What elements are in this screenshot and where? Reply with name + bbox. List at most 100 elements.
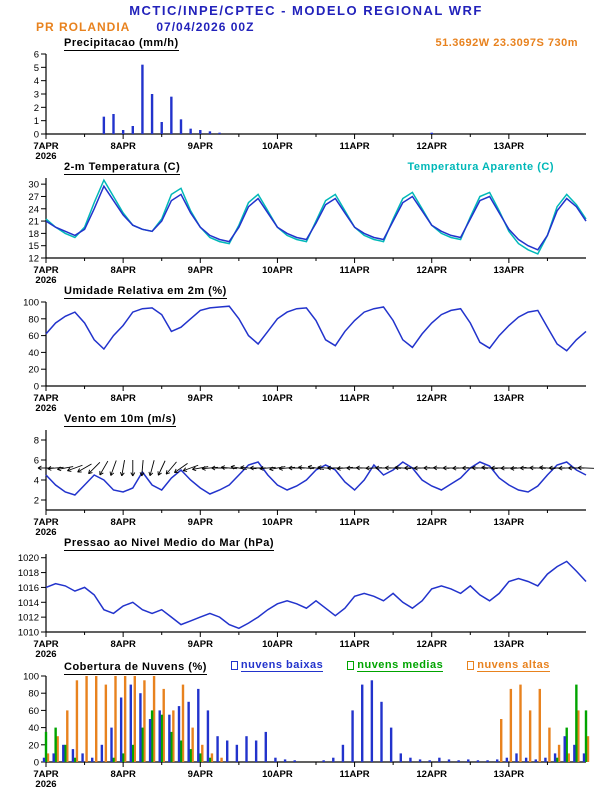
svg-text:5: 5 [34,63,39,74]
panel-title: Precipitacao (mm/h) [64,37,179,51]
svg-text:13APR: 13APR [494,141,525,152]
svg-text:9APR: 9APR [188,393,213,404]
legend-swatch-medias [347,661,355,670]
svg-text:13APR: 13APR [494,517,525,528]
run-datetime: 07/04/2026 00Z [156,20,255,34]
svg-text:4: 4 [34,476,39,487]
svg-text:12APR: 12APR [416,769,447,780]
legend-swatch-altas [467,661,475,670]
legend-swatch-baixas [230,661,238,670]
svg-text:7APR: 7APR [33,769,58,780]
svg-text:13APR: 13APR [494,265,525,276]
svg-text:18: 18 [28,229,39,240]
panel-title: Pressao ao Nivel Medio do Mar (hPa) [64,537,275,551]
svg-text:13APR: 13APR [494,639,525,650]
svg-text:30: 30 [28,180,39,191]
svg-text:8APR: 8APR [110,769,135,780]
svg-text:2026: 2026 [35,151,56,160]
svg-text:7APR: 7APR [33,141,58,152]
svg-text:6: 6 [34,51,39,61]
svg-text:8APR: 8APR [110,265,135,276]
svg-text:12APR: 12APR [416,517,447,528]
svg-text:3: 3 [34,90,39,101]
svg-text:7APR: 7APR [33,639,58,650]
svg-text:8APR: 8APR [110,141,135,152]
panel-precipitation: Precipitacao (mm/h) 51.3692W 23.3097S 73… [0,37,612,160]
legend-nuvens-baixas: nuvens baixas [230,659,324,672]
panel-humidity-titlerow: Umidade Relativa em 2m (%) [0,285,612,299]
svg-text:2026: 2026 [35,649,56,658]
panel-temperature-titlerow: 2-m Temperatura (C) Temperatura Aparente… [0,161,612,175]
svg-text:20: 20 [28,365,39,376]
svg-text:40: 40 [28,723,39,734]
svg-text:80: 80 [28,689,39,700]
svg-text:1016: 1016 [18,583,39,594]
panel-title: Cobertura de Nuvens (%) [64,661,207,675]
svg-text:2026: 2026 [35,779,56,788]
svg-text:21: 21 [28,217,39,228]
legend-label-altas: nuvens altas [477,659,550,672]
svg-text:1: 1 [34,116,39,127]
panel-humidity: Umidade Relativa em 2m (%) 0 20 40 60 80 100 7… [0,285,612,412]
svg-text:20: 20 [28,740,39,751]
panel-temperature: 2-m Temperatura (C) Temperatura Aparente… [0,161,612,284]
svg-text:1018: 1018 [18,568,39,579]
svg-text:2: 2 [34,103,39,114]
svg-text:13APR: 13APR [494,393,525,404]
svg-text:12APR: 12APR [416,639,447,650]
svg-text:8APR: 8APR [110,393,135,404]
svg-text:9APR: 9APR [188,517,213,528]
legend-label-baixas: nuvens baixas [240,659,324,672]
svg-text:7APR: 7APR [33,265,58,276]
svg-text:9APR: 9APR [188,265,213,276]
svg-text:0: 0 [34,130,39,141]
svg-text:2026: 2026 [35,527,56,536]
svg-text:10APR: 10APR [262,265,293,276]
panel-title: Umidade Relativa em 2m (%) [64,285,227,299]
panel-wind-titlerow: Vento em 10m (m/s) [0,413,612,427]
svg-text:15: 15 [28,241,39,252]
svg-text:11APR: 11APR [340,639,370,650]
svg-text:10APR: 10APR [262,393,293,404]
svg-text:12APR: 12APR [416,393,447,404]
svg-text:60: 60 [28,706,39,717]
svg-text:8APR: 8APR [110,517,135,528]
svg-text:0: 0 [34,758,39,769]
svg-text:9APR: 9APR [188,141,213,152]
page-title: MCTIC/INPE/CPTEC - MODELO REGIONAL WRF [129,3,483,18]
svg-text:4: 4 [34,76,39,87]
svg-text:11APR: 11APR [340,393,370,404]
panel-pressure-titlerow: Pressao ao Nivel Medio do Mar (hPa) [0,537,612,551]
svg-text:12: 12 [28,254,39,265]
header-row: PR ROLANDIA 07/04/2026 00Z [0,20,612,36]
legend-label-medias: nuvens medias [357,659,444,672]
svg-text:100: 100 [23,299,39,309]
svg-text:12APR: 12APR [416,265,447,276]
svg-text:24: 24 [28,204,39,215]
svg-text:11APR: 11APR [340,769,370,780]
svg-text:6: 6 [34,456,39,467]
svg-text:11APR: 11APR [340,517,370,528]
station-name: PR ROLANDIA [36,20,131,34]
panel-cloud-cover: Cobertura de Nuvens (%) nuvens baixas nu… [0,659,612,788]
apparent-temperature-legend: Temperatura Aparente (C) [407,161,554,173]
svg-text:1014: 1014 [18,598,39,609]
svg-text:8APR: 8APR [110,639,135,650]
svg-text:10APR: 10APR [262,639,293,650]
legend-nuvens-medias: nuvens medias [347,659,444,672]
svg-text:0: 0 [34,382,39,393]
svg-text:2026: 2026 [35,275,56,284]
svg-text:2: 2 [34,496,39,507]
svg-text:7APR: 7APR [33,393,58,404]
panel-title: 2-m Temperatura (C) [64,161,181,175]
svg-text:10APR: 10APR [262,517,293,528]
svg-text:60: 60 [28,331,39,342]
svg-text:9APR: 9APR [188,639,213,650]
